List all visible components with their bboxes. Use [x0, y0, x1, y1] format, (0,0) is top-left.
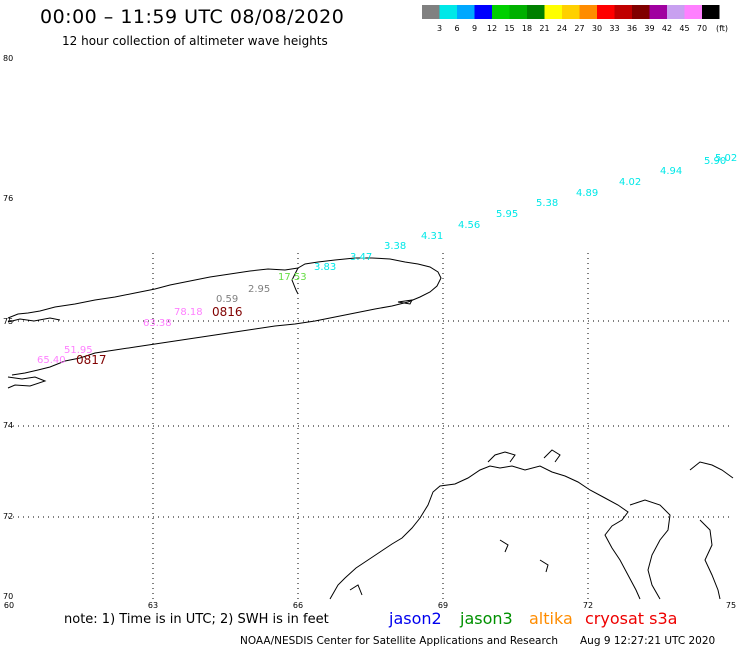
wave-height: 78.18	[174, 307, 203, 318]
legend-swatch	[439, 5, 457, 19]
legend-label: 39	[644, 24, 654, 33]
lon-tick: 66	[293, 601, 303, 610]
legend-swatch	[579, 5, 597, 19]
satellite-cryosat: cryosat s3a	[585, 609, 678, 628]
wave-height: 2.95	[248, 284, 270, 295]
wave-height: 4.31	[421, 231, 443, 242]
wave-height: 5.38	[536, 198, 558, 209]
satellite-altika: altika	[529, 609, 573, 628]
wave-height: 4.02	[619, 177, 641, 188]
map-title: 00:00 – 11:59 UTC 08/08/2020	[40, 6, 345, 28]
legend-swatch	[632, 5, 650, 19]
legend-swatch	[544, 5, 562, 19]
legend-label: 15	[504, 24, 514, 33]
wave-height: 63.38	[143, 318, 172, 329]
coastline	[7, 257, 734, 600]
graticule	[8, 253, 733, 600]
wave-height: 5.02	[715, 153, 737, 164]
lon-tick: 69	[438, 601, 448, 610]
legend-label: 45	[679, 24, 689, 33]
legend-swatch	[614, 5, 632, 19]
lat-tick: 76	[3, 194, 13, 203]
legend-label: 3	[437, 24, 442, 33]
track-date-labels: 0816 0817	[76, 305, 243, 367]
legend-label: 30	[592, 24, 602, 33]
footer-note: note: 1) Time is in UTC; 2) SWH is in fe…	[64, 612, 329, 627]
lat-tick: 75	[3, 317, 13, 326]
wave-height-labels: 5.02 5.90 4.94 4.02 4.89 5.38 5.95 4.56 …	[37, 153, 737, 366]
wave-height: 4.94	[660, 166, 682, 177]
track-date: 0816	[212, 305, 243, 319]
legend-swatch	[667, 5, 685, 19]
lon-tick: 60	[4, 601, 14, 610]
wave-height: 3.47	[350, 252, 372, 263]
legend-label: 24	[557, 24, 567, 33]
lon-tick: 75	[726, 601, 736, 610]
legend-swatch	[474, 5, 492, 19]
legend-label: 21	[539, 24, 549, 33]
wave-height: 3.83	[314, 262, 336, 273]
wave-height: 5.90	[704, 156, 726, 167]
legend-swatch	[562, 5, 580, 19]
legend-swatch	[457, 5, 475, 19]
lat-tick: 80	[3, 54, 13, 63]
wave-height: 65.40	[37, 355, 66, 366]
wave-height: 3.38	[384, 241, 406, 252]
generation-timestamp: Aug 9 12:27:21 UTC 2020	[580, 635, 716, 647]
legend-unit: (ft)	[716, 24, 728, 33]
map-subtitle: 12 hour collection of altimeter wave hei…	[62, 34, 328, 48]
wave-height: 5.95	[496, 209, 518, 220]
lon-tick: 63	[148, 601, 158, 610]
legend-label: 6	[454, 24, 459, 33]
color-legend: 3 6 9 12 15 18 21 24 27 30 33 36 39 42 45 70 (ft)	[422, 5, 728, 33]
lon-labels: 60 63 66 69 72 75	[4, 601, 736, 610]
legend-label: 42	[662, 24, 672, 33]
credit-line: NOAA/NESDIS Center for Satellite Applica…	[240, 635, 558, 647]
legend-swatch	[597, 5, 615, 19]
legend-label: 12	[487, 24, 497, 33]
legend-label: 70	[697, 24, 707, 33]
legend-label: 27	[574, 24, 584, 33]
legend-swatch	[492, 5, 510, 19]
satellite-jason3: jason3	[460, 609, 513, 628]
legend-label: 9	[472, 24, 477, 33]
legend-label: 33	[609, 24, 619, 33]
lon-tick: 72	[583, 601, 593, 610]
track-date: 0817	[76, 353, 107, 367]
legend-label: 36	[627, 24, 637, 33]
legend-swatch	[702, 5, 720, 19]
wave-height: 51.95	[64, 345, 93, 356]
wave-height: 4.89	[576, 188, 598, 199]
lat-tick: 74	[3, 421, 13, 430]
legend-swatch	[422, 5, 440, 19]
wave-height: 4.56	[458, 220, 480, 231]
legend-label: 18	[522, 24, 532, 33]
legend-swatch	[527, 5, 545, 19]
legend-swatch	[509, 5, 527, 19]
legend-swatch	[684, 5, 702, 19]
wave-height: 0.59	[216, 294, 238, 305]
lat-labels: 80 76 75 74 72 70	[3, 54, 13, 601]
lat-tick: 72	[3, 512, 13, 521]
lat-tick: 70	[3, 592, 13, 601]
satellite-jason2: jason2	[389, 609, 442, 628]
legend-swatch	[649, 5, 667, 19]
wave-height: 17.53	[278, 272, 307, 283]
